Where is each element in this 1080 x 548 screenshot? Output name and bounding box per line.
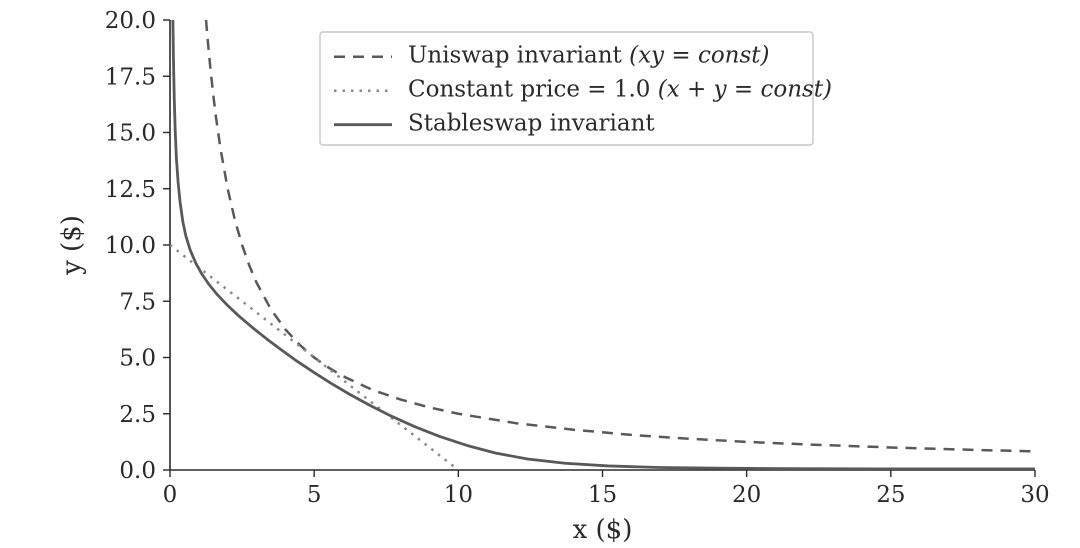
chart-svg: 0 5 10 15 20 25 30 0.0 2.5 5.0 7.5 10.0 12.5 15.0 17.5… xyxy=(0,0,1080,548)
x-tick-label: 20 xyxy=(732,482,761,508)
x-tick-label: 5 xyxy=(307,482,322,508)
legend-label-stableswap: Stableswap invariant xyxy=(408,111,655,137)
x-tick-label: 0 xyxy=(163,482,178,508)
x-tick-label: 15 xyxy=(588,482,617,508)
invariant-chart: 0 5 10 15 20 25 30 0.0 2.5 5.0 7.5 10.0 12.5 15.0 17.5… xyxy=(0,0,1080,548)
y-tick-label: 20.0 xyxy=(105,8,156,34)
y-tick-label: 5.0 xyxy=(119,346,156,372)
y-tick-label: 17.5 xyxy=(105,64,156,90)
y-axis-label: y ($) xyxy=(57,215,87,276)
legend-label-uniswap: Uniswap invariant (xy = const) xyxy=(408,43,770,69)
x-axis-label: x ($) xyxy=(573,515,633,545)
x-tick-label: 10 xyxy=(444,482,473,508)
y-tick-label: 15.0 xyxy=(105,121,156,147)
legend: Uniswap invariant (xy = const) Constant p… xyxy=(320,32,832,145)
y-tick-label: 10.0 xyxy=(105,233,156,259)
y-tick-label: 7.5 xyxy=(119,289,156,315)
x-tick-label: 30 xyxy=(1020,482,1049,508)
legend-label-constant_price: Constant price = 1.0 (x + y = const) xyxy=(408,77,832,103)
y-tick-label: 2.5 xyxy=(119,402,156,428)
y-tick-label: 12.5 xyxy=(105,177,156,203)
y-tick-label: 0.0 xyxy=(119,458,156,484)
x-tick-label: 25 xyxy=(876,482,905,508)
